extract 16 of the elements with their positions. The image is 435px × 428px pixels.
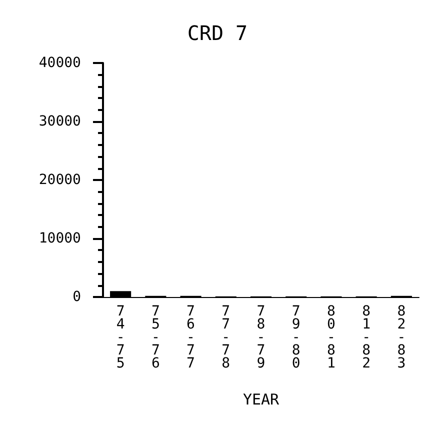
x-tick-label: 76-77 xyxy=(186,304,195,372)
x-tick-label: 79-80 xyxy=(292,304,300,372)
x-tick-label: 74-75 xyxy=(116,304,125,372)
y-tick-label: 30000 xyxy=(38,114,81,130)
x-tick-label: 78-79 xyxy=(256,304,266,372)
y-tick-label: 20000 xyxy=(38,172,81,188)
chart-title: CRD 7 xyxy=(187,21,248,45)
y-tick-label: 10000 xyxy=(38,230,81,246)
x-tick-label: 81-82 xyxy=(362,304,371,372)
x-tick-label: 77-78 xyxy=(222,304,230,372)
x-axis-title: YEAR xyxy=(242,390,280,408)
x-tick-label: 80-81 xyxy=(327,304,336,372)
x-tick-label: 82-83 xyxy=(397,304,406,372)
y-tick-label: 0 xyxy=(72,289,81,305)
y-tick-label: 40000 xyxy=(38,55,81,71)
x-tick-label: 75-76 xyxy=(151,304,160,372)
